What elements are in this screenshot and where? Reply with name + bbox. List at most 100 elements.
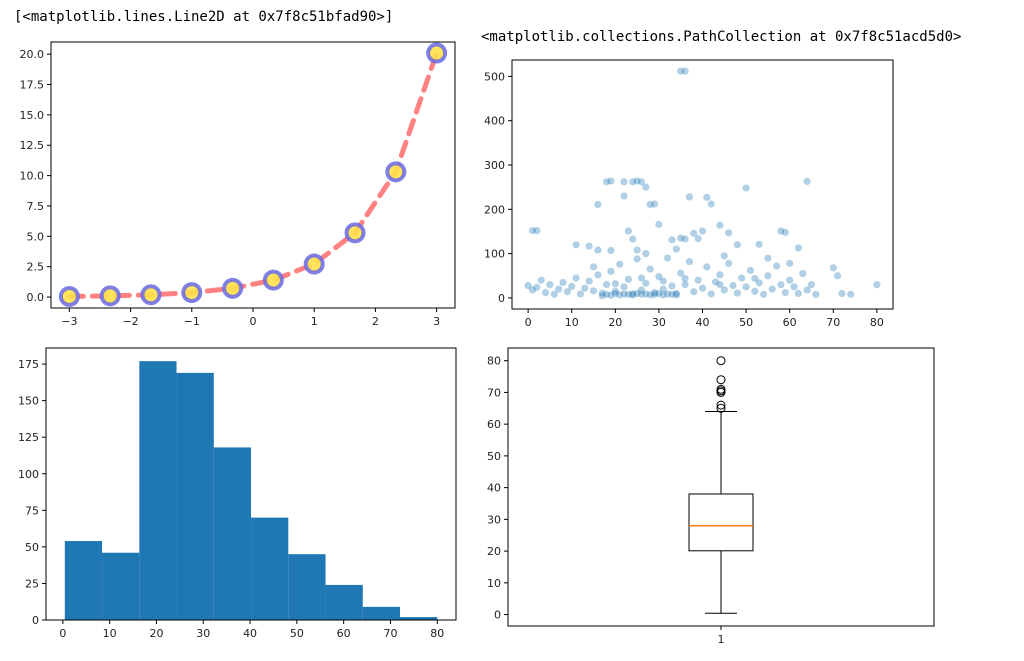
scatter-point: [711, 278, 720, 286]
scatter-chart-xtick-label: 40: [696, 316, 710, 329]
scatter-point: [725, 259, 733, 267]
scatter-point: [834, 272, 842, 280]
scatter-point: [681, 67, 689, 75]
scatter-point: [799, 269, 807, 278]
scatter-point: [594, 271, 602, 279]
scatter-point: [546, 281, 554, 289]
scatter-point: [607, 177, 615, 185]
histogram-xtick-label: 60: [337, 627, 351, 640]
scatter-point: [764, 254, 772, 262]
scatter-point: [681, 235, 689, 243]
line-marker: [344, 222, 366, 244]
scatter-point: [803, 177, 811, 185]
scatter-point: [528, 286, 537, 294]
scatter-point: [594, 200, 602, 209]
box-plot-ytick-label: 20: [487, 545, 501, 558]
box-outlier: [716, 403, 726, 413]
scatter-point: [572, 274, 580, 282]
line-chart-ytick-label: 17.5: [20, 79, 45, 92]
scatter-point: [598, 289, 606, 297]
scatter-point: [677, 269, 685, 277]
scatter-point: [694, 276, 702, 284]
scatter-point: [777, 281, 785, 289]
box-plot-ytick-label: 50: [487, 450, 501, 463]
scatter-point: [533, 283, 541, 291]
scatter-point: [585, 242, 593, 250]
scatter-point: [637, 290, 646, 298]
scatter-point: [576, 290, 585, 298]
scatter-chart-xtick-label: 60: [783, 316, 797, 329]
line-chart-xtick-label: 2: [372, 315, 379, 328]
scatter-point: [786, 259, 794, 267]
scatter-point: [659, 291, 667, 299]
scatter-point: [650, 289, 659, 297]
histogram-ytick-label: 75: [25, 504, 39, 517]
scatter-chart-ytick-label: 100: [484, 248, 505, 261]
histogram-bar: [251, 517, 289, 620]
scatter-point: [829, 264, 837, 272]
scatter-point: [672, 291, 680, 299]
scatter-point: [637, 286, 646, 294]
scatter-point: [681, 281, 689, 289]
scatter-point: [633, 289, 641, 298]
scatter-point: [637, 178, 646, 186]
scatter-point: [694, 234, 702, 243]
histogram-bar: [139, 361, 177, 620]
scatter-point: [598, 292, 606, 300]
box-plot-ytick-label: 70: [487, 386, 501, 399]
line-chart-ytick-label: 2.5: [27, 261, 45, 274]
scatter-point: [581, 284, 589, 292]
scatter-point: [698, 284, 707, 292]
scatter-point: [681, 274, 689, 283]
histogram-bar: [102, 552, 140, 620]
scatter-point: [555, 285, 563, 293]
scatter-point: [790, 283, 798, 291]
histogram-ytick-label: 100: [18, 468, 39, 481]
scatter-point: [642, 279, 650, 287]
scatter-chart-xtick-label: 50: [739, 316, 753, 329]
scatter-point: [668, 236, 676, 244]
histogram-ytick-label: 175: [18, 358, 39, 371]
line-chart-ytick-label: 15.0: [20, 109, 45, 122]
line-chart-ytick-label: 12.5: [20, 139, 45, 152]
scatter-point: [716, 271, 724, 279]
scatter-point: [589, 263, 598, 271]
scatter-point: [620, 192, 628, 200]
line-marker: [262, 269, 284, 291]
line-marker: [58, 285, 80, 307]
scatter-output-text: <matplotlib.collections.PathCollection a…: [481, 29, 962, 45]
histogram-ytick-label: 50: [25, 541, 39, 554]
line-chart-ytick-label: 5.0: [27, 230, 45, 243]
histogram-bar: [362, 606, 401, 620]
histogram-xtick-label: 0: [59, 627, 66, 640]
histogram-ytick-label: 125: [18, 431, 39, 444]
line-chart-ytick-label: 10.0: [20, 170, 45, 183]
box-outlier: [716, 384, 726, 394]
scatter-point: [633, 177, 641, 185]
scatter-point: [524, 281, 532, 290]
scatter-point: [629, 290, 637, 298]
scatter-chart-xtick-label: 30: [652, 316, 666, 329]
scatter-point: [733, 289, 741, 297]
histogram-axes-frame: [45, 347, 457, 621]
scatter-chart-ytick-label: 0: [498, 292, 505, 305]
scatter-point: [602, 178, 611, 186]
line-series: [66, 50, 440, 299]
histogram-xtick-label: 30: [196, 627, 210, 640]
histogram-xtick-label: 50: [290, 627, 304, 640]
histogram-ytick-label: 25: [25, 577, 39, 590]
scatter-point: [624, 275, 632, 283]
scatter-point: [646, 265, 654, 273]
scatter-point: [655, 220, 663, 228]
histogram-bar: [64, 541, 103, 620]
scatter-point: [668, 290, 676, 298]
scatter-point: [650, 200, 659, 208]
scatter-point: [607, 267, 615, 275]
scatter-point: [755, 240, 763, 248]
scatter-point: [720, 252, 728, 260]
scatter-point: [672, 289, 680, 298]
box-plot-xtick-label: 1: [718, 633, 725, 646]
line-chart-xtick-label: −1: [184, 315, 200, 328]
scatter-point: [585, 277, 593, 285]
